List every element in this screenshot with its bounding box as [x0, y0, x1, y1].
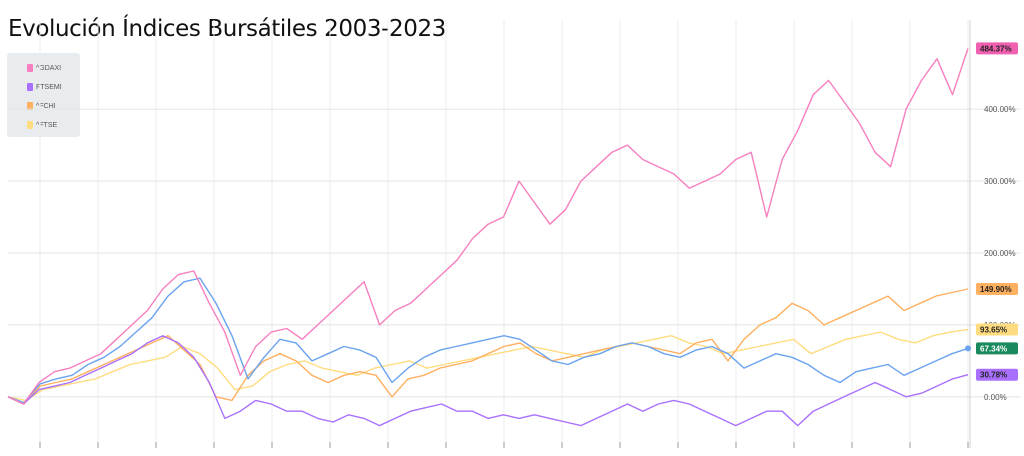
legend-swatch-ftsemi [27, 83, 33, 91]
series-line-ftsemi[interactable] [7, 335, 969, 427]
end-value-badge [976, 283, 1018, 296]
legend: ^GDAXI FTSEMI ^FCHI ^FTSE [7, 53, 80, 137]
end-value-label: 67.34% [980, 344, 1007, 353]
end-value-label: 30.78% [980, 371, 1007, 380]
legend-swatch-ftse [27, 121, 33, 129]
legend-label-ftsemi: FTSEMI [36, 83, 62, 91]
legend-swatch-fchi [27, 102, 33, 110]
series-line-ftsemiblue[interactable] [7, 277, 969, 404]
legend-item-ftse[interactable]: ^FTSE [27, 119, 57, 131]
y-tick-label: 200.00% [984, 249, 1016, 258]
legend-label-gdaxi: ^GDAXI [36, 64, 62, 72]
series-line-ftse[interactable] [7, 328, 969, 402]
y-tick-label: 400.00% [984, 105, 1016, 114]
legend-item-fchi[interactable]: ^FCHI [27, 100, 56, 112]
end-value-badge [976, 323, 1018, 336]
end-value-label: 93.65% [980, 325, 1007, 334]
series-line-fchi[interactable] [7, 288, 969, 405]
series-line-gdaxi[interactable] [7, 48, 969, 405]
end-value-label: 149.90% [980, 285, 1012, 294]
end-value-badge [976, 342, 1018, 355]
chart-title: Evolución Índices Bursátiles 2003-2023 [8, 16, 446, 42]
y-tick-label: 0.00% [984, 393, 1007, 402]
legend-item-ftsemi[interactable]: FTSEMI [27, 81, 62, 93]
y-tick-label: 300.00% [984, 177, 1016, 186]
end-value-badge [976, 42, 1018, 55]
end-value-label: 484.37% [980, 44, 1012, 53]
legend-label-fchi: ^FCHI [36, 102, 56, 110]
legend-swatch-gdaxi [27, 64, 33, 72]
legend-item-gdaxi[interactable]: ^GDAXI [27, 62, 61, 74]
end-value-badge [976, 368, 1018, 381]
series-endpoint-dot [965, 345, 971, 352]
legend-label-ftse: ^FTSE [36, 121, 58, 129]
